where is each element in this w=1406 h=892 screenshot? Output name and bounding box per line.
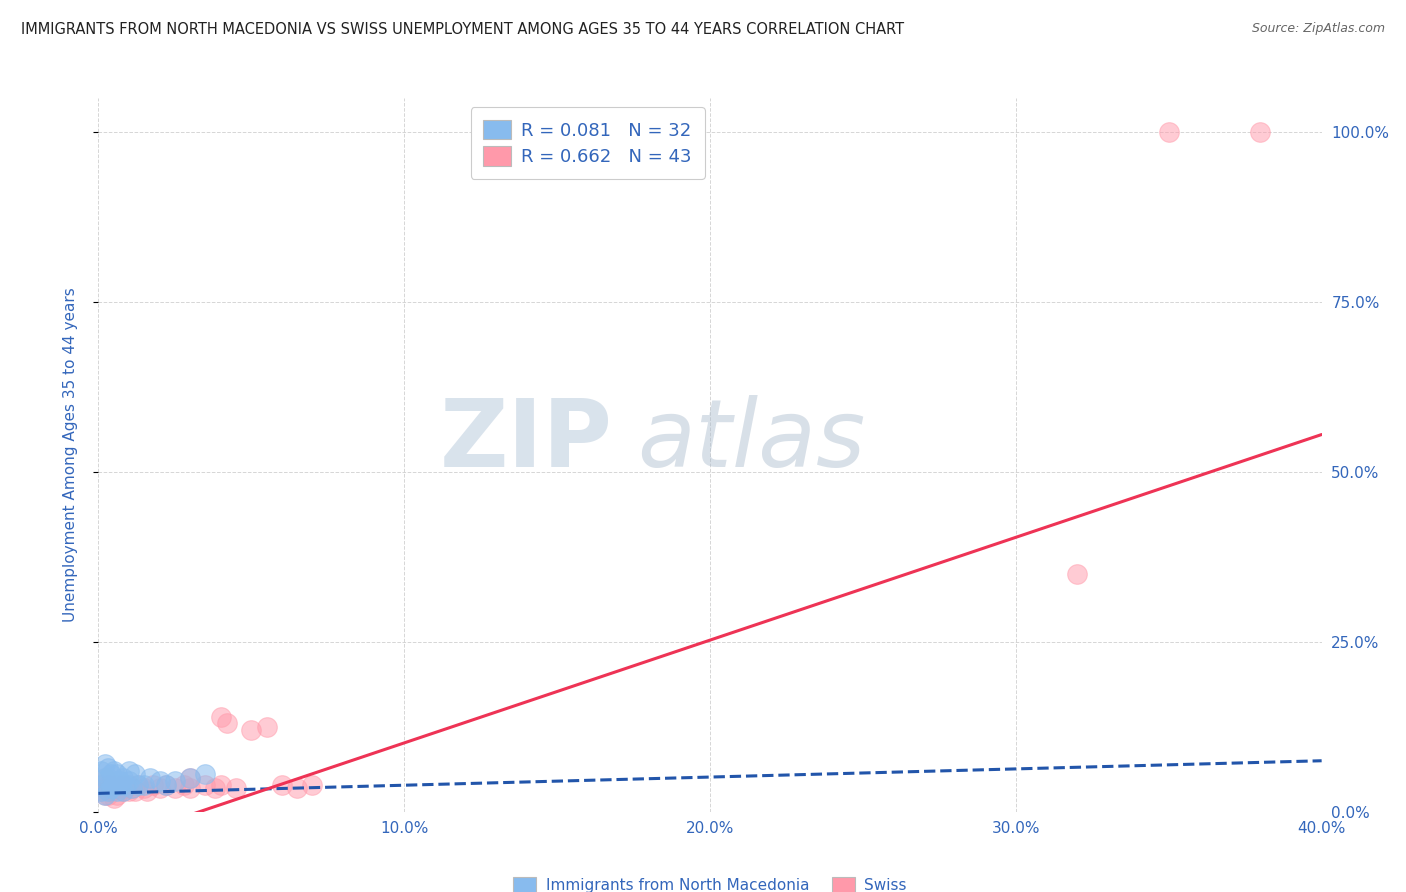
- Point: [1066, 566, 1088, 581]
- Point: [103, 791, 125, 805]
- Point: [93, 788, 115, 802]
- Point: [103, 778, 125, 792]
- Point: [149, 780, 172, 795]
- Point: [115, 780, 138, 795]
- Point: [194, 767, 217, 781]
- Point: [100, 780, 122, 795]
- Point: [105, 788, 128, 802]
- Point: [111, 771, 134, 785]
- Point: [124, 784, 146, 798]
- Point: [100, 767, 122, 781]
- Point: [105, 767, 128, 781]
- Point: [90, 784, 112, 798]
- Point: [209, 778, 232, 792]
- Y-axis label: Unemployment Among Ages 35 to 44 years: Unemployment Among Ages 35 to 44 years: [63, 287, 77, 623]
- Text: Source: ZipAtlas.com: Source: ZipAtlas.com: [1251, 22, 1385, 36]
- Point: [90, 764, 112, 778]
- Point: [111, 784, 134, 798]
- Point: [118, 774, 141, 789]
- Point: [163, 780, 186, 795]
- Point: [93, 788, 115, 802]
- Point: [118, 764, 141, 778]
- Point: [1157, 125, 1180, 139]
- Text: ZIP: ZIP: [439, 394, 612, 487]
- Point: [93, 771, 115, 785]
- Point: [111, 778, 134, 792]
- Point: [90, 784, 112, 798]
- Point: [97, 784, 120, 798]
- Point: [301, 778, 323, 792]
- Point: [108, 778, 131, 792]
- Point: [155, 778, 177, 792]
- Point: [108, 780, 131, 795]
- Point: [270, 778, 292, 792]
- Point: [149, 774, 172, 789]
- Point: [179, 771, 201, 785]
- Point: [118, 778, 141, 792]
- Point: [121, 780, 143, 795]
- Point: [93, 757, 115, 772]
- Point: [225, 780, 247, 795]
- Point: [97, 788, 120, 802]
- Point: [115, 778, 138, 792]
- Point: [240, 723, 263, 738]
- Point: [118, 784, 141, 798]
- Point: [215, 716, 238, 731]
- Point: [163, 774, 186, 789]
- Point: [194, 778, 217, 792]
- Point: [139, 771, 162, 785]
- Text: IMMIGRANTS FROM NORTH MACEDONIA VS SWISS UNEMPLOYMENT AMONG AGES 35 TO 44 YEARS : IMMIGRANTS FROM NORTH MACEDONIA VS SWISS…: [21, 22, 904, 37]
- Text: atlas: atlas: [637, 395, 865, 486]
- Point: [209, 709, 232, 723]
- Point: [204, 780, 226, 795]
- Point: [127, 778, 149, 792]
- Point: [97, 760, 120, 774]
- Point: [93, 771, 115, 785]
- Point: [105, 784, 128, 798]
- Point: [97, 778, 120, 792]
- Point: [134, 780, 156, 795]
- Point: [105, 778, 128, 792]
- Point: [285, 780, 308, 795]
- Point: [173, 778, 195, 792]
- Point: [121, 780, 143, 795]
- Point: [256, 720, 278, 734]
- Point: [136, 784, 159, 798]
- Point: [142, 778, 165, 792]
- Point: [134, 778, 156, 792]
- Point: [179, 771, 201, 785]
- Point: [90, 778, 112, 792]
- Point: [97, 771, 120, 785]
- Point: [127, 778, 149, 792]
- Point: [124, 767, 146, 781]
- Legend: Immigrants from North Macedonia, Swiss: Immigrants from North Macedonia, Swiss: [506, 870, 914, 892]
- Point: [100, 784, 122, 798]
- Point: [103, 764, 125, 778]
- Point: [1249, 125, 1271, 139]
- Point: [103, 780, 125, 795]
- Point: [155, 778, 177, 792]
- Point: [90, 778, 112, 792]
- Point: [111, 784, 134, 798]
- Point: [108, 774, 131, 789]
- Point: [179, 780, 201, 795]
